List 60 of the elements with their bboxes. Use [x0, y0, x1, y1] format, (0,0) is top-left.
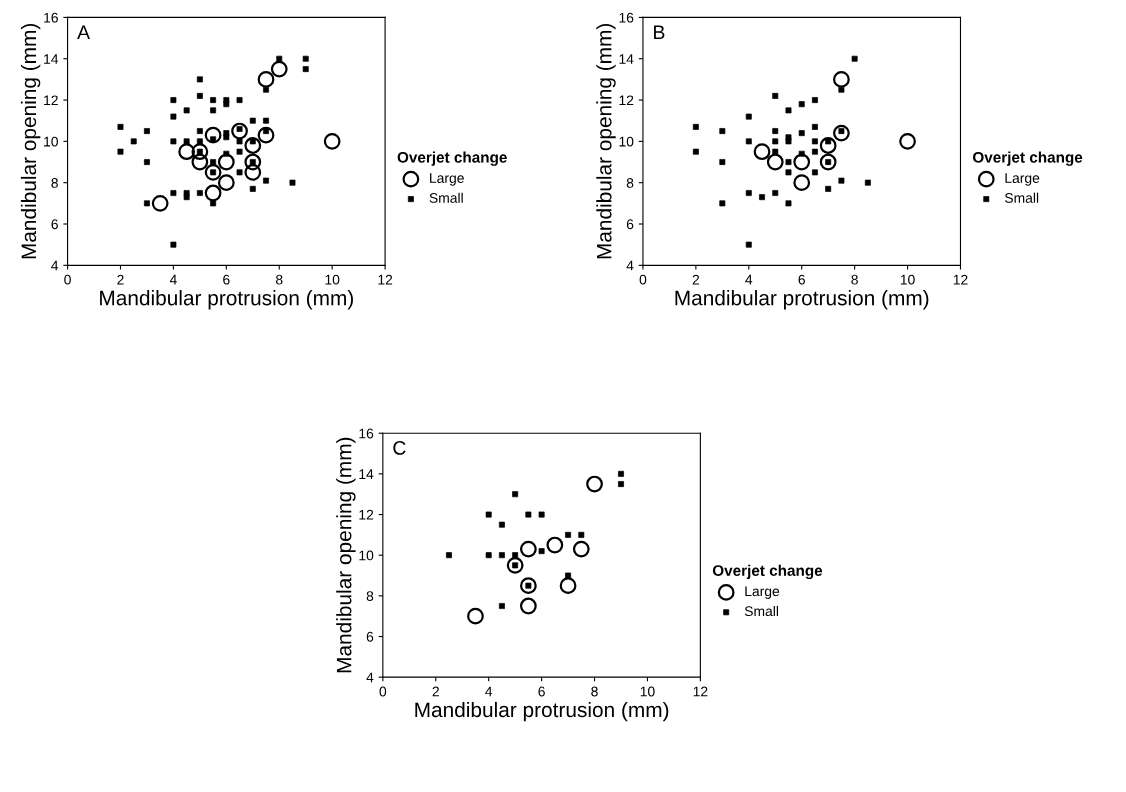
legend-label: Small	[744, 605, 779, 617]
legend-label: Large	[430, 173, 464, 186]
x-tick-label: 6	[223, 274, 230, 285]
legend-label: Small	[429, 192, 463, 203]
y-axis-title: Mandibular opening (mm)	[336, 437, 356, 673]
x-tick-label: 2	[432, 686, 439, 697]
x-tick-label: 0	[64, 274, 71, 285]
y-tick-label: 10	[619, 136, 634, 147]
x-tick-label: 4	[745, 274, 753, 285]
x-axis-title: Mandibular protrusion (mm)	[415, 701, 669, 722]
legend-label: Large	[1005, 173, 1040, 186]
x-tick-label: 10	[900, 274, 915, 285]
legend-title: Overjet change	[973, 151, 1083, 166]
y-tick-label: 8	[366, 591, 374, 602]
y-axis-title: Mandibular opening (mm)	[20, 23, 41, 259]
y-tick-label: 12	[619, 95, 634, 106]
x-tick-label: 0	[639, 274, 647, 285]
y-tick-label: 16	[359, 428, 374, 439]
x-tick-label: 8	[851, 274, 858, 285]
legend-label: Small	[1004, 192, 1039, 203]
x-tick-label: 2	[692, 274, 700, 285]
y-tick-label: 12	[44, 95, 58, 106]
y-tick-label: 12	[359, 509, 374, 520]
y-tick-label: 14	[44, 54, 59, 64]
legend-label: Large	[745, 586, 780, 599]
annotation: A	[77, 25, 91, 39]
y-tick-label: 4	[626, 260, 634, 271]
x-tick-label: 8	[591, 686, 598, 697]
y-tick-label: 6	[626, 219, 634, 230]
y-tick-label: 10	[44, 136, 58, 147]
x-axis-title: Mandibular protrusion (mm)	[100, 290, 353, 310]
x-tick-label: 12	[693, 686, 708, 697]
y-tick-label: 4	[51, 260, 59, 271]
legend-title: Overjet change	[397, 151, 507, 166]
x-tick-label: 8	[275, 274, 283, 285]
x-tick-label: 12	[953, 274, 968, 285]
y-tick-label: 14	[359, 469, 374, 479]
x-tick-label: 0	[379, 686, 387, 697]
y-tick-label: 14	[619, 54, 634, 64]
x-axis-title: Mandibular protrusion (mm)	[675, 290, 929, 310]
y-axis-title: Mandibular opening (mm)	[596, 23, 616, 259]
x-tick-label: 10	[640, 686, 655, 697]
x-tick-label: 10	[325, 274, 340, 285]
y-tick-label: 6	[366, 631, 374, 642]
legend-title: Overjet change	[712, 564, 823, 580]
x-tick-label: 6	[798, 274, 805, 285]
annotation: C	[393, 441, 406, 455]
y-tick-label: 4	[366, 672, 374, 683]
y-tick-label: 16	[619, 12, 634, 23]
y-tick-label: 16	[44, 12, 58, 23]
x-tick-label: 2	[117, 274, 124, 285]
x-tick-label: 4	[485, 686, 493, 697]
x-tick-label: 4	[169, 274, 177, 285]
annotation: B	[654, 25, 665, 39]
y-tick-label: 10	[359, 550, 374, 561]
x-tick-label: 6	[538, 686, 545, 697]
y-tick-label: 6	[51, 219, 58, 230]
y-tick-label: 8	[626, 178, 634, 188]
x-tick-label: 12	[378, 274, 393, 285]
y-tick-label: 8	[51, 178, 58, 188]
